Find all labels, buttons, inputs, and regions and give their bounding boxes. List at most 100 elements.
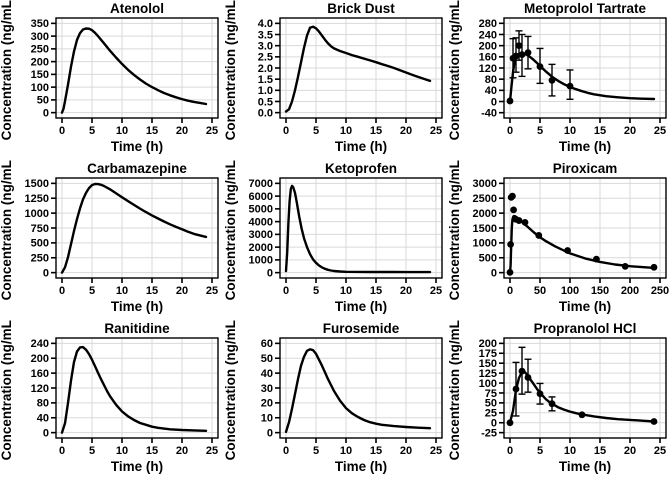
y-tick-label: 175 — [479, 348, 497, 360]
x-tick-label: 0 — [59, 125, 65, 137]
chart-panel-metoprolol-tartrate: -40 0 40 80 120 160 200 240 280 0 5 10 15 20 25 Metopro… — [447, 0, 672, 160]
y-axis-label: Concentration (ng/mL) — [448, 320, 462, 460]
x-tick-label: 10 — [116, 285, 128, 297]
y-tick-label: 3.5 — [258, 29, 273, 41]
x-tick-label: 200 — [621, 285, 639, 297]
observed-point — [536, 63, 544, 71]
chart-panel-piroxicam: 0 500 1000 1500 2000 2500 3000 0 50 100 150 200 250 P… — [447, 156, 672, 320]
y-tick-label: 350 — [31, 18, 49, 30]
x-tick-label: 15 — [146, 445, 158, 457]
y-tick-label: 120 — [479, 63, 497, 75]
x-tick-label: 10 — [116, 445, 128, 457]
panel-title: Ranitidine — [104, 321, 170, 336]
x-axis-label: Time (h) — [111, 459, 163, 474]
y-tick-label: 2000 — [473, 208, 497, 220]
y-axis-label: Concentration (ng/mL) — [0, 320, 14, 460]
x-tick-label: 100 — [561, 285, 579, 297]
x-axis-label: Time (h) — [335, 139, 387, 154]
x-tick-label: 5 — [89, 125, 95, 137]
x-tick-label: 25 — [430, 445, 442, 457]
chart-panel-carbamazepine: 0 250 500 750 1000 1250 1500 0 5 10 15 20 25 Carbamaz… — [0, 156, 224, 320]
chart-panel-propranolol-hcl: -25 0 25 50 75 100 125 150 175 200 0 5 10 15 20 25 Propr… — [447, 316, 672, 480]
x-tick-label: 10 — [340, 285, 352, 297]
x-tick-label: 10 — [564, 125, 576, 137]
x-tick-label: 10 — [564, 445, 576, 457]
x-tick-label: 20 — [400, 285, 412, 297]
y-tick-label: 0 — [491, 418, 497, 430]
observed-point — [507, 240, 514, 248]
x-tick-label: 5 — [89, 285, 95, 297]
y-tick-label: 500 — [31, 238, 49, 250]
x-tick-label: 25 — [654, 125, 666, 137]
panel-title: Carbamazepine — [87, 161, 187, 176]
concentration-curve — [60, 27, 208, 114]
y-tick-label: 20 — [261, 398, 273, 410]
y-axis-label: Concentration (ng/mL) — [448, 0, 462, 140]
x-tick-label: 20 — [176, 285, 188, 297]
x-tick-label: 15 — [370, 445, 382, 457]
y-tick-label: 7000 — [249, 178, 273, 190]
y-tick-label: 1.5 — [258, 74, 273, 86]
x-tick-label: 10 — [340, 125, 352, 137]
y-axis-label: Concentration (ng/mL) — [224, 160, 238, 300]
y-tick-label: 0.5 — [258, 96, 273, 108]
y-tick-label: 1.0 — [258, 85, 273, 97]
y-tick-label: 250 — [31, 253, 49, 265]
panel-title: Propranolol HCl — [534, 321, 637, 336]
concentration-curve — [60, 182, 208, 274]
observed-point — [506, 268, 514, 276]
observed-point — [548, 400, 556, 408]
observed-point — [512, 52, 520, 60]
panel-border — [503, 337, 667, 439]
x-axis-label: Time (h) — [335, 299, 387, 314]
y-tick-label: 3.0 — [258, 40, 273, 52]
observed-point — [512, 385, 520, 393]
x-axis-label: Time (h) — [111, 299, 163, 314]
y-tick-label: 1000 — [249, 255, 273, 267]
y-tick-label: 200 — [31, 56, 49, 68]
x-tick-label: 5 — [313, 445, 319, 457]
y-tick-label: 1000 — [25, 208, 49, 220]
y-axis-label: Concentration (ng/mL) — [0, 0, 14, 140]
x-tick-label: 10 — [340, 445, 352, 457]
y-tick-label: 40 — [261, 368, 273, 380]
x-tick-label: 25 — [430, 125, 442, 137]
y-tick-label: 150 — [479, 358, 497, 370]
x-tick-label: 20 — [624, 125, 636, 137]
observed-point — [524, 374, 532, 381]
y-tick-label: 60 — [261, 338, 273, 350]
observed-point — [593, 255, 600, 263]
x-tick-label: 0 — [283, 285, 289, 297]
y-tick-label: 0 — [43, 267, 49, 279]
y-tick-label: 200 — [31, 353, 49, 365]
x-tick-label: 5 — [313, 285, 319, 297]
y-tick-label: 80 — [37, 398, 49, 410]
x-tick-label: 0 — [59, 285, 65, 297]
y-tick-label: 5000 — [249, 204, 273, 216]
observed-point — [650, 418, 658, 425]
panel-title: Metoprolol Tartrate — [524, 1, 646, 16]
y-tick-label: 200 — [479, 338, 497, 350]
panel-title: Atenolol — [110, 1, 164, 16]
observed-point — [509, 192, 516, 200]
observed-point — [548, 76, 556, 84]
y-tick-label: -40 — [481, 107, 497, 119]
panel-title: Furosemide — [323, 321, 400, 336]
plot-svg-carbamazepine: 0 250 500 750 1000 1250 1500 0 5 10 15 20 25 Carbamaz… — [0, 156, 219, 314]
x-tick-label: 0 — [283, 125, 289, 137]
y-tick-label: 40 — [485, 85, 497, 97]
x-tick-label: 25 — [206, 125, 218, 137]
observed-point — [506, 419, 514, 427]
x-tick-label: 5 — [537, 125, 543, 137]
observed-point — [536, 390, 544, 398]
observed-point — [521, 218, 529, 226]
plot-svg-piroxicam: 0 500 1000 1500 2000 2500 3000 0 50 100 150 200 250 P… — [447, 156, 669, 314]
panel-title: Ketoprofen — [325, 161, 397, 176]
y-axis-label: Concentration (ng/mL) — [0, 160, 14, 300]
y-tick-label: 75 — [485, 388, 497, 400]
plot-svg-brick-dust: 0.00.51.01.52.02.53.03.54.0 0 5 10 15 20 25 Bri… — [223, 0, 443, 154]
chart-panel-atenolol: 0 50 100 150 200 250 300 350 0 5 10 15 20 25 Atenolol T… — [0, 0, 224, 160]
